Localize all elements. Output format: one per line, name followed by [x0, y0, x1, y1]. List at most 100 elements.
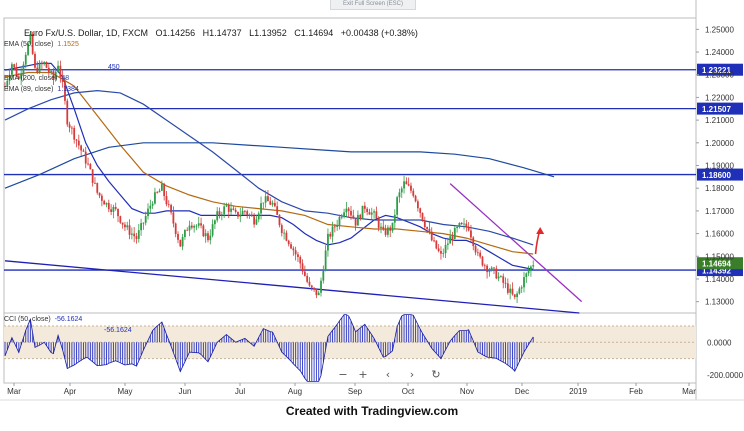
candle-body	[11, 64, 13, 75]
time-tick-label: Jul	[235, 387, 245, 396]
ema200-label: EMA (200, close) 48	[4, 75, 70, 82]
plus-icon[interactable]: +	[358, 368, 367, 381]
candle-body	[64, 81, 66, 101]
time-tick-label: Nov	[460, 387, 474, 396]
candle-body	[45, 61, 48, 68]
series-ema_long	[4, 142, 555, 189]
price-tick-label: 1.24000	[705, 48, 734, 57]
candle-body	[193, 225, 196, 228]
candle-body	[509, 288, 512, 293]
cci-value2: -56.1624	[104, 327, 132, 334]
candle-body	[389, 227, 392, 231]
candle-body	[333, 226, 336, 228]
candle-body	[297, 254, 299, 257]
candle-body	[15, 67, 18, 77]
candle-body	[8, 74, 11, 81]
exit-fullscreen-button[interactable]: Exit Full Screen (ESC)	[330, 0, 416, 10]
chevron-left-icon[interactable]: ‹	[386, 368, 390, 381]
candle-body	[184, 229, 186, 238]
candle-body	[421, 212, 424, 221]
candle-body	[232, 208, 235, 210]
candle-body	[433, 240, 435, 242]
candle-body	[70, 127, 73, 129]
time-axis: Mar Apr May Jun Jul Aug Sep Oct Nov Dec 2019 Feb Mar	[7, 383, 696, 396]
candle-body	[87, 163, 89, 165]
candle-body	[133, 233, 136, 237]
candle-body	[174, 223, 177, 234]
candle-body	[410, 185, 412, 191]
candle-body	[294, 250, 297, 255]
candle-body	[100, 195, 103, 201]
minus-icon[interactable]: −	[338, 368, 347, 381]
level-tag	[697, 168, 743, 181]
ohlc-low: L1.13952	[249, 28, 287, 38]
candle-body	[338, 216, 341, 226]
candle-body	[190, 225, 193, 228]
candle-body	[301, 263, 304, 272]
time-tick-label: Feb	[629, 387, 643, 396]
candle-body	[481, 256, 484, 266]
candle-body	[260, 203, 262, 214]
candle-body	[66, 100, 69, 125]
price-tick-label: 1.25000	[705, 25, 734, 34]
candle-body	[6, 80, 9, 87]
ema50-label: EMA (50, close) 1.1525	[4, 41, 79, 48]
candle-body	[248, 214, 251, 216]
candle-body	[271, 202, 274, 205]
candle-body	[488, 270, 491, 273]
candle-body	[112, 207, 115, 212]
candle-body	[262, 202, 265, 204]
candle-body	[110, 209, 113, 212]
candle-body	[147, 208, 149, 217]
level-tag	[697, 102, 743, 115]
price-tick-label: 1.17000	[705, 207, 734, 216]
candle-body	[151, 203, 154, 206]
candle-body	[460, 222, 463, 225]
candle-body	[523, 277, 525, 288]
reset-icon[interactable]: ↻	[431, 368, 440, 381]
candle-body	[241, 210, 244, 215]
candle-body	[38, 63, 41, 73]
candle-body	[520, 287, 523, 289]
price-axis: 1.25000 1.24000 1.23000 1.22000 1.21000 1.200…	[696, 25, 744, 380]
time-tick-label: Oct	[402, 387, 415, 396]
footer-credit: Created with Tradingview.com	[285, 404, 459, 418]
candle-body	[50, 71, 53, 73]
candle-body	[276, 206, 279, 215]
level-tag-label: 1.18600	[702, 171, 731, 180]
candle-body	[403, 181, 405, 189]
candle-body	[31, 34, 34, 54]
trendline-1	[449, 183, 583, 303]
candle-body	[530, 266, 532, 272]
candle-body	[513, 294, 516, 298]
ohlc-open: O1.14256	[155, 28, 196, 38]
candle-body	[377, 218, 380, 228]
candle-body	[89, 164, 92, 170]
candle-body	[234, 209, 237, 212]
candle-body	[313, 287, 315, 290]
level-tag	[697, 63, 743, 76]
candle-body	[486, 265, 488, 273]
candle-body	[68, 124, 71, 128]
candle-body	[202, 225, 205, 237]
chevron-right-icon[interactable]: ›	[410, 368, 414, 381]
candle-body	[186, 229, 189, 231]
candle-body	[126, 225, 129, 228]
series-ema200	[4, 89, 534, 246]
time-tick-label: Apr	[64, 387, 77, 396]
candle-body	[493, 267, 495, 269]
candle-body	[225, 205, 228, 207]
candle-body	[29, 34, 32, 44]
candle-body	[458, 222, 461, 228]
candle-body	[130, 233, 133, 235]
candle-body	[144, 216, 147, 223]
candle-body	[34, 53, 36, 68]
trendline-0	[4, 260, 580, 314]
candle-body	[220, 214, 223, 216]
candle-body	[387, 227, 389, 235]
candle-body	[472, 237, 475, 247]
candle-body	[119, 216, 122, 223]
level-tag-label: 1.21507	[702, 105, 731, 114]
